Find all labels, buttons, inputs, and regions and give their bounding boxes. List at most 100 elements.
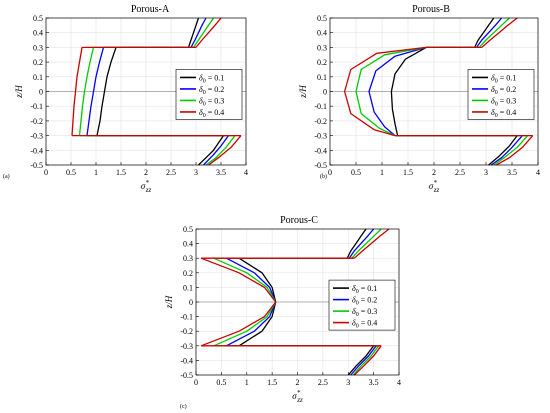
x-tick-label: 0	[194, 378, 198, 387]
series-line-4-seg-1	[195, 17, 222, 48]
y-tick-label: 0.5	[183, 225, 193, 234]
x-tick-label: 1.5	[403, 168, 413, 177]
y-tick-label: 0.4	[33, 29, 43, 38]
series-line-4-seg-1	[481, 17, 518, 48]
y-tick-label: 0	[189, 298, 193, 307]
legend-label: δ0 = 0.4	[352, 319, 377, 330]
y-tick-label: 0.3	[33, 43, 43, 52]
y-tick-label: -0.3	[180, 342, 193, 351]
series-line-2-seg-1	[476, 17, 503, 48]
legend-label: δ0 = 0.3	[352, 307, 377, 318]
series-line-1-seg-5	[347, 345, 375, 376]
y-tick-label: -0.5	[314, 161, 327, 170]
y-tick-label: -0.1	[30, 102, 43, 111]
x-tick-label: 3	[484, 168, 488, 177]
chart-title: Porous-C	[280, 215, 318, 226]
x-tick-label: 3	[346, 378, 350, 387]
y-tick-label: 0.4	[183, 240, 193, 249]
x-tick-label: 3	[194, 168, 198, 177]
y-tick-label: 0.2	[317, 58, 327, 67]
chart-title: Porous-B	[412, 4, 450, 15]
series-line-3-seg-1	[351, 228, 382, 259]
panel-label: (b)	[320, 173, 327, 180]
y-tick-label: 0.2	[33, 58, 43, 67]
y-tick-label: 0.1	[183, 283, 193, 292]
y-tick-label: 0	[323, 88, 327, 97]
series-line-1-seg-5	[198, 135, 225, 166]
x-tick-label: 1	[380, 168, 384, 177]
x-axis-label: σ* zz	[141, 179, 152, 194]
y-tick-label: -0.4	[180, 356, 193, 365]
legend-label: δ0 = 0.4	[491, 108, 516, 119]
y-tick-label: 0.5	[317, 14, 327, 23]
series-line-2-seg-1	[348, 228, 375, 259]
legend-label: δ0 = 0.1	[199, 73, 224, 84]
x-tick-label: 1	[245, 378, 249, 387]
x-tick-label: 2	[432, 168, 436, 177]
y-tick-label: -0.2	[180, 327, 193, 336]
series-line-4-seg-5	[208, 135, 242, 166]
y-tick-label: -0.3	[30, 132, 43, 141]
legend-label: δ0 = 0.1	[491, 73, 516, 84]
series-line-3-seg-3	[355, 46, 427, 137]
series-line-1-seg-3	[96, 47, 117, 136]
series-line-1-seg-3	[390, 46, 427, 136]
series-line-2-seg-1	[190, 17, 207, 48]
series-line-3-seg-5	[352, 345, 380, 376]
series-line-4-seg-3	[200, 257, 277, 347]
x-tick-label: 2.5	[166, 168, 176, 177]
y-tick-label: 0.5	[33, 14, 43, 23]
series-line-3-seg-3	[78, 47, 95, 136]
y-tick-label: -0.3	[314, 132, 327, 141]
y-tick-label: -0.1	[180, 313, 193, 322]
x-tick-label: 2	[144, 168, 148, 177]
series-line-3-seg-5	[493, 135, 529, 166]
x-tick-label: 4	[397, 378, 401, 387]
panel-label: (c)	[180, 403, 187, 410]
series-line-2-seg-3	[86, 47, 105, 136]
legend-label: δ0 = 0.2	[352, 296, 377, 307]
x-tick-label: 4	[536, 168, 540, 177]
x-tick-label: 1	[94, 168, 98, 177]
x-tick-label: 2	[296, 378, 300, 387]
y-tick-label: 0.2	[183, 269, 193, 278]
chart-title: Porous-A	[131, 4, 170, 15]
series-line-4-seg-5	[496, 135, 534, 166]
series-line-4-seg-3	[343, 46, 427, 137]
x-tick-label: 3.5	[216, 168, 226, 177]
series-line-1-seg-1	[187, 17, 200, 48]
series-line-1-seg-1	[346, 228, 367, 259]
chart-panel-2: 0 0.5 1 1.5 2 2.5 3 3.5 4 0.5 0.4 0.3 0.2 0.1 0 -0.1 -0.…	[298, 4, 540, 194]
y-tick-label: 0.1	[317, 73, 327, 82]
y-tick-label: -0.2	[314, 117, 327, 126]
legend-label: δ0 = 0.2	[199, 85, 224, 96]
y-axis-label: z/H	[14, 85, 24, 99]
x-axis-label: σ* zz	[429, 179, 440, 194]
y-tick-label: 0.3	[183, 254, 193, 263]
x-tick-label: 0.5	[66, 168, 76, 177]
series-line-1-seg-1	[474, 17, 495, 48]
legend-label: δ0 = 0.3	[491, 96, 516, 107]
y-tick-label: -0.5	[180, 371, 193, 380]
x-tick-label: 0	[328, 168, 332, 177]
y-tick-label: 0	[39, 88, 43, 97]
series-line-2-seg-5	[203, 135, 230, 166]
series-line-1-seg-5	[488, 135, 518, 166]
legend-label: δ0 = 0.3	[199, 96, 224, 107]
series-line-4-seg-5	[353, 345, 382, 376]
x-tick-label: 3.5	[369, 378, 379, 387]
x-tick-label: 4	[244, 168, 248, 177]
legend: δ0 = 0.1δ0 = 0.2δ0 = 0.3δ0 = 0.4	[328, 279, 396, 331]
x-tick-label: 1.5	[267, 378, 277, 387]
y-tick-label: -0.5	[30, 161, 43, 170]
chart-panel-1: 0 0.5 1 1.5 2 2.5 3 3.5 4 0.5 0.4 0.3 0.2 0.1 0 -0.1 -0.…	[3, 4, 248, 194]
legend-label: δ0 = 0.1	[352, 284, 377, 295]
legend-label: δ0 = 0.4	[199, 108, 224, 119]
x-tick-label: 0.5	[216, 378, 226, 387]
legend: δ0 = 0.1δ0 = 0.2δ0 = 0.3δ0 = 0.4	[175, 69, 243, 120]
y-axis-label: z/H	[298, 85, 308, 99]
y-axis-label: z/H	[164, 295, 174, 309]
x-tick-label: 1.5	[116, 168, 126, 177]
chart-panel-3: 0 0.5 1 1.5 2 2.5 3 3.5 4 0.5 0.4 0.3 0.2 0.1 0 -0.1 -0.…	[164, 215, 401, 410]
